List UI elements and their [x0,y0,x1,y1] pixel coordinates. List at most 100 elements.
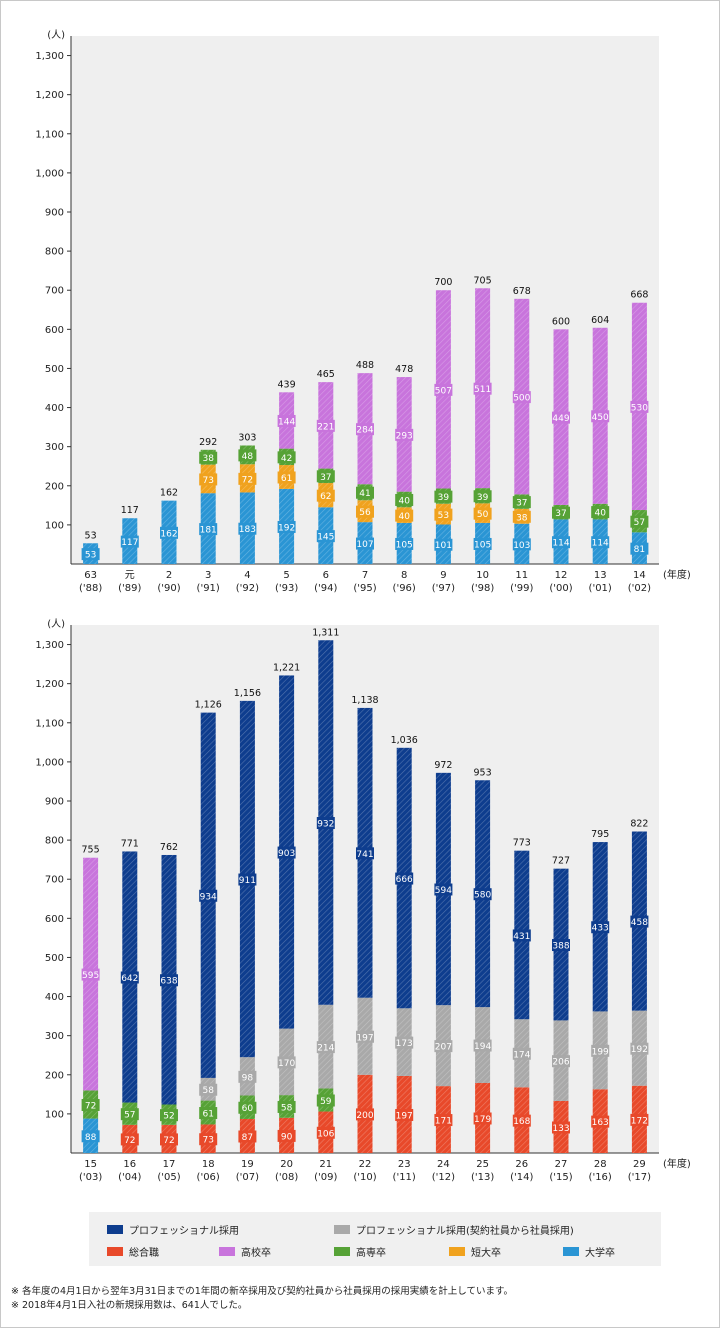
data-label: 199 [592,1047,609,1057]
x-tick-label: 5 [283,570,289,581]
x-tick-label-year: ('98) [471,583,494,594]
bar-total-label: 972 [434,760,452,771]
x-tick-label: 23 [398,1159,411,1170]
data-label-bg [120,1108,139,1121]
data-label-bg [277,1100,296,1113]
data-label-bg [277,1129,296,1142]
x-tick-label-year: ('17) [628,1172,651,1183]
data-label: 114 [592,539,609,549]
data-label: 38 [202,454,214,464]
data-label-bg [434,1040,453,1053]
data-label-bg [552,536,570,549]
x-tick-label-year: ('95) [353,583,376,594]
bar-total-label: 678 [513,286,531,297]
data-label-bg [277,520,296,533]
data-label-bg [199,523,218,536]
x-tick-label-year: ('94) [314,583,337,594]
data-label-bg [434,1114,453,1127]
x-tick-label-year: ('01) [589,583,612,594]
data-label: 594 [435,886,452,896]
data-label: 162 [160,529,177,539]
bar-total-label: 117 [121,505,139,516]
data-label: 40 [398,496,410,506]
x-tick-label-year: ('91) [197,583,220,594]
data-label: 221 [317,422,334,432]
data-label-bg [316,817,335,830]
y-tick-label: 100 [45,1109,64,1120]
data-label-bg [199,1107,218,1120]
data-label: 932 [317,820,334,830]
footnote-1: ※ 各年度の4月1日から翌年3月31日までの1年間の新卒採用及び契約社員から社員… [11,1286,514,1297]
data-label: 38 [516,513,528,523]
y-tick-label: 700 [45,875,64,886]
x-tick-label: 元 [125,570,135,581]
data-label: 163 [592,1118,609,1128]
data-label-bg [630,1042,649,1055]
x-unit-label: (年度) [663,1157,691,1170]
data-label: 741 [356,850,373,860]
data-label: 200 [356,1111,373,1121]
legend-item-kosen: 高専卒 [334,1244,386,1259]
data-label-bg [512,391,531,404]
x-tick-label-year: ('06) [197,1172,220,1183]
data-label: 192 [631,1045,648,1055]
x-tick-label: 17 [163,1159,176,1170]
data-label-bg [591,1115,610,1128]
data-label: 58 [281,1103,293,1113]
x-tick-label-year: ('14) [510,1172,533,1183]
data-label: 88 [85,1133,97,1143]
bar-total-label: 705 [474,275,492,286]
data-label-bg [630,915,649,928]
data-label-bg [277,471,296,484]
data-label-bg [238,472,257,485]
data-label: 458 [631,918,648,928]
legend-swatch-pro [107,1225,123,1234]
y-tick-label: 1,200 [35,90,64,101]
data-label: 72 [124,1136,135,1146]
data-label: 194 [474,1042,491,1052]
bar-total-label: 303 [238,432,256,443]
data-label-bg [512,510,531,523]
x-tick-label-year: ('07) [236,1172,259,1183]
data-label: 192 [278,523,295,533]
data-label-bg [552,939,570,952]
data-label-bg [473,490,492,503]
data-label: 90 [281,1132,293,1142]
data-label: 72 [163,1136,174,1146]
y-tick-label: 1,000 [35,757,64,768]
data-label-bg [81,1130,100,1143]
y-tick-label: 1,300 [35,640,64,651]
y-tick-label: 1,200 [35,679,64,690]
x-tick-label: 63 [84,570,97,581]
data-label-bg [199,889,218,902]
data-label: 197 [356,1033,373,1043]
y-tick-label: 600 [45,914,64,925]
x-tick-label-year: ('05) [157,1172,180,1183]
data-label-bg [277,414,296,427]
y-tick-label: 600 [45,325,64,336]
data-label: 666 [396,875,413,885]
data-label-bg [434,883,453,896]
data-label-bg [512,1114,531,1127]
y-tick-label: 1,100 [35,718,64,729]
data-label: 388 [552,942,569,952]
data-label-bg [356,1108,374,1121]
legend-item-daigaku: 大学卒 [563,1244,615,1259]
data-label-bg [434,538,453,551]
data-label-bg [630,400,649,413]
data-label: 61 [202,1110,213,1120]
x-tick-label: 29 [633,1159,646,1170]
data-label: 172 [631,1116,648,1126]
data-label-bg [356,505,374,518]
bar-total-label: 953 [474,767,492,778]
x-tick-label: 6 [323,570,329,581]
y-tick-label: 500 [45,953,64,964]
data-label-bg [552,411,570,424]
data-label-bg [473,507,492,520]
data-label-bg [160,1133,178,1146]
data-label: 57 [124,1111,135,1121]
data-label-bg [395,493,414,506]
bar-total-label: 1,221 [273,662,300,673]
data-label-bg [630,515,649,528]
